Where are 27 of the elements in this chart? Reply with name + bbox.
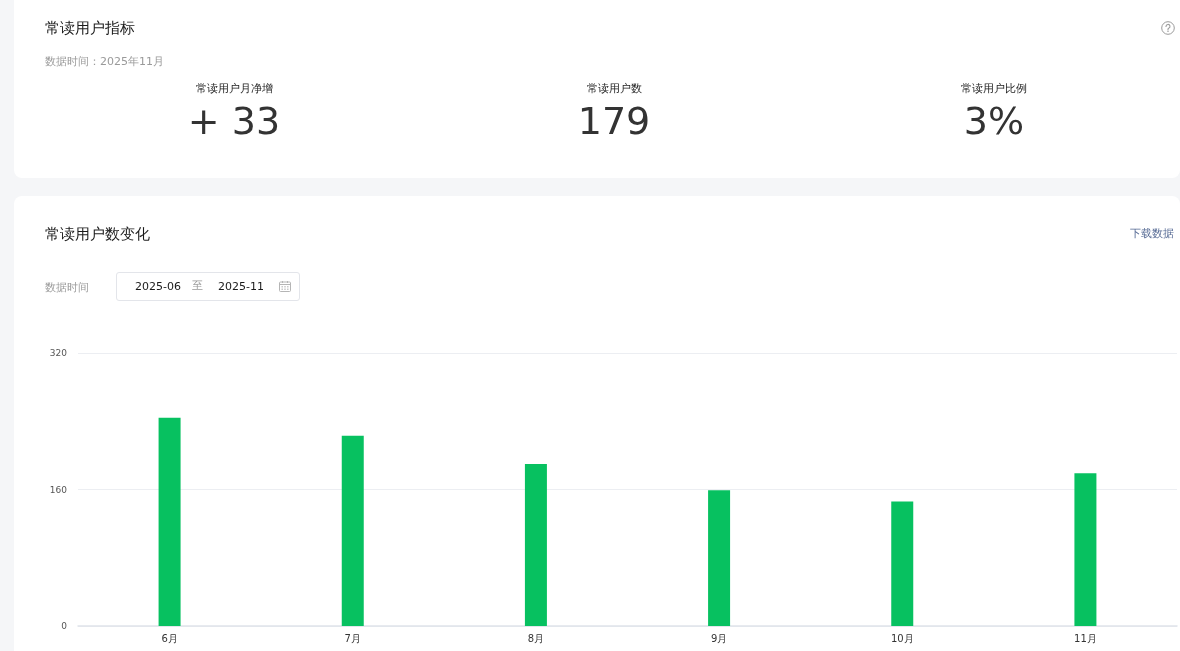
x-tick-label: 11月	[1074, 632, 1097, 644]
text: 常读用户数	[585, 82, 643, 96]
text: 数据时间	[45, 281, 89, 295]
y-tick-label: 0	[61, 621, 68, 631]
bar	[524, 463, 547, 626]
x-tick-label: 8月	[527, 632, 545, 644]
text: 常读用户指标	[45, 19, 135, 37]
x-tick-label: 9月	[710, 632, 728, 644]
x-tick-label: 10月	[890, 632, 914, 644]
date-range-field: 2025-06 至 2025-11	[116, 272, 300, 301]
bar	[708, 490, 731, 626]
x-tick-label: 7月	[344, 632, 361, 644]
y-tick-label: 320	[49, 348, 68, 358]
bar	[341, 435, 364, 626]
x-tick-label: 6月	[161, 632, 178, 644]
chart-title: 常读用户数变化	[45, 225, 150, 243]
bar	[158, 417, 181, 626]
bar	[891, 501, 914, 626]
text: 3%	[962, 99, 1026, 143]
text: + 33	[186, 99, 282, 143]
text: 179	[576, 99, 652, 143]
bar	[1074, 473, 1097, 626]
text: 数据时间：2025年11月	[45, 55, 164, 69]
text: 常读用户月净增	[194, 82, 274, 96]
y-tick-label: 160	[49, 484, 68, 495]
text: 下载数据	[1130, 227, 1174, 241]
text: 常读用户比例	[960, 82, 1028, 96]
